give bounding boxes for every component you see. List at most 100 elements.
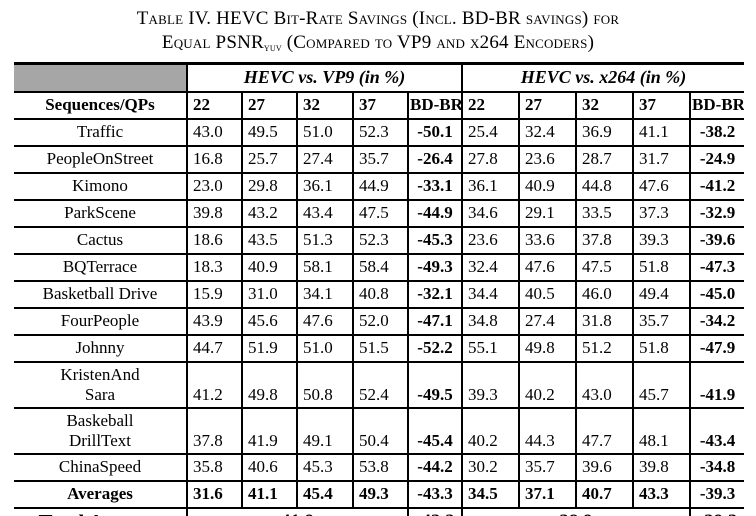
vp9-qp37-cell: 52.0 <box>353 307 409 336</box>
x264-qp22-cell: 40.2 <box>462 407 521 455</box>
x264-qp22-cell: 55.1 <box>462 334 521 363</box>
x264-qp22-cell: 30.2 <box>462 453 521 482</box>
corner-cell <box>14 62 188 93</box>
x264-bdbr-cell: -47.9 <box>690 334 745 363</box>
vp9-qp32-cell: 27.4 <box>297 145 354 174</box>
vp9-bdbr-cell: -44.2 <box>408 453 464 482</box>
x264-qp27-cell: 29.1 <box>519 199 578 228</box>
vp9-qp32-cell: 45.3 <box>297 453 354 482</box>
vp9-qp37-cell: 51.5 <box>353 334 409 363</box>
table-row: Traffic 43.0 49.5 51.0 52.3 -50.1 25.4 3… <box>14 118 745 147</box>
vp9-qp32-cell: 50.8 <box>297 361 354 409</box>
averages-label: Averages <box>14 480 188 509</box>
x264-qp37-cell: 48.1 <box>633 407 692 455</box>
vp9-bdbr-cell: -50.1 <box>408 118 464 147</box>
x264-bdbr-cell: -43.4 <box>690 407 745 455</box>
x264-qp27-cell: 49.8 <box>519 334 578 363</box>
qp-header-vp9-27: 27 <box>242 91 298 120</box>
vp9-qp37-cell: 58.4 <box>353 253 409 282</box>
table-caption: Table IV. HEVC Bit-Rate Savings (Incl. B… <box>0 7 756 57</box>
table-row: Kimono 23.0 29.8 36.1 44.9 -33.1 36.1 40… <box>14 172 745 201</box>
qp-header-x264-32: 32 <box>576 91 635 120</box>
x264-qp37-cell: 47.6 <box>633 172 692 201</box>
x264-qp27-cell: 44.3 <box>519 407 578 455</box>
x264-qp27-cell: 33.6 <box>519 226 578 255</box>
x264-qp22-cell: 34.4 <box>462 280 521 309</box>
vp9-bdbr-cell: -45.3 <box>408 226 464 255</box>
vp9-qp27-cell: 45.6 <box>242 307 298 336</box>
sequence-name-cell: Cactus <box>14 226 188 255</box>
vp9-bdbr-cell: -33.1 <box>408 172 464 201</box>
x264-qp27-cell: 35.7 <box>519 453 578 482</box>
x264-bdbr-cell: -41.9 <box>690 361 745 409</box>
table-row: ChinaSpeed 35.8 40.6 45.3 53.8 -44.2 30.… <box>14 453 745 482</box>
vp9-qp32-cell: 51.3 <box>297 226 354 255</box>
vp9-qp32-cell: 51.0 <box>297 334 354 363</box>
x264-qp27-cell: 27.4 <box>519 307 578 336</box>
averages-x264-bdbr: -39.3 <box>690 480 745 509</box>
table-row: Cactus 18.6 43.5 51.3 52.3 -45.3 23.6 33… <box>14 226 745 255</box>
averages-vp9-bdbr: -43.3 <box>408 480 464 509</box>
vp9-qp27-cell: 40.9 <box>242 253 298 282</box>
sequences-qps-header: Sequences/QPs <box>14 91 188 120</box>
vp9-qp37-cell: 52.4 <box>353 361 409 409</box>
x264-qp32-cell: 31.8 <box>576 307 635 336</box>
bdbr-header-x264: BD-BR <box>690 91 745 120</box>
vp9-bdbr-cell: -49.5 <box>408 361 464 409</box>
averages-x264-qp32: 40.7 <box>576 480 635 509</box>
vp9-qp27-cell: 25.7 <box>242 145 298 174</box>
x264-qp37-cell: 39.8 <box>633 453 692 482</box>
qp-header-x264-27: 27 <box>519 91 578 120</box>
vp9-qp27-cell: 31.0 <box>242 280 298 309</box>
vp9-bdbr-cell: -26.4 <box>408 145 464 174</box>
column-header-row: Sequences/QPs 22 27 32 37 BD-BR 22 27 32… <box>14 91 745 120</box>
vp9-qp22-cell: 35.8 <box>187 453 243 482</box>
sequence-name-cell: ChinaSpeed <box>14 453 188 482</box>
vp9-qp37-cell: 52.3 <box>353 118 409 147</box>
vp9-bdbr-cell: -52.2 <box>408 334 464 363</box>
vp9-qp37-cell: 53.8 <box>353 453 409 482</box>
x264-qp37-cell: 39.3 <box>633 226 692 255</box>
vp9-qp37-cell: 47.5 <box>353 199 409 228</box>
vp9-qp22-cell: 44.7 <box>187 334 243 363</box>
x264-qp32-cell: 37.8 <box>576 226 635 255</box>
vp9-qp27-cell: 43.2 <box>242 199 298 228</box>
qp-header-x264-37: 37 <box>633 91 692 120</box>
total-average-row: Total Average 41.9 -43.3 38.9 -39.3 <box>14 507 745 516</box>
x264-bdbr-cell: -47.3 <box>690 253 745 282</box>
x264-qp27-cell: 23.6 <box>519 145 578 174</box>
x264-qp27-cell: 40.2 <box>519 361 578 409</box>
sequence-name-cell: BQTerrace <box>14 253 188 282</box>
averages-x264-qp27: 37.1 <box>519 480 578 509</box>
x264-qp22-cell: 32.4 <box>462 253 521 282</box>
qp-header-x264-22: 22 <box>462 91 521 120</box>
vp9-qp27-cell: 40.6 <box>242 453 298 482</box>
vp9-qp32-cell: 49.1 <box>297 407 354 455</box>
caption-psnr-subscript: yuv <box>263 42 282 54</box>
x264-qp22-cell: 34.6 <box>462 199 521 228</box>
x264-qp27-cell: 40.9 <box>519 172 578 201</box>
x264-qp32-cell: 28.7 <box>576 145 635 174</box>
sequence-name-cell: ParkScene <box>14 199 188 228</box>
x264-qp32-cell: 47.5 <box>576 253 635 282</box>
vp9-bdbr-cell: -49.3 <box>408 253 464 282</box>
total-average-label: Total Average <box>14 507 188 516</box>
x264-qp22-cell: 25.4 <box>462 118 521 147</box>
vp9-qp32-cell: 51.0 <box>297 118 354 147</box>
x264-qp32-cell: 46.0 <box>576 280 635 309</box>
vp9-qp27-cell: 29.8 <box>242 172 298 201</box>
table-row: Baskeball DrillText 37.8 41.9 49.1 50.4 … <box>14 407 745 455</box>
x264-qp37-cell: 45.7 <box>633 361 692 409</box>
table-row: BQTerrace 18.3 40.9 58.1 58.4 -49.3 32.4… <box>14 253 745 282</box>
x264-qp37-cell: 41.1 <box>633 118 692 147</box>
vp9-qp22-cell: 18.3 <box>187 253 243 282</box>
vp9-bdbr-cell: -44.9 <box>408 199 464 228</box>
vp9-qp22-cell: 43.9 <box>187 307 243 336</box>
vp9-qp22-cell: 39.8 <box>187 199 243 228</box>
x264-bdbr-cell: -32.9 <box>690 199 745 228</box>
x264-qp32-cell: 33.5 <box>576 199 635 228</box>
vp9-qp37-cell: 44.9 <box>353 172 409 201</box>
vp9-qp32-cell: 36.1 <box>297 172 354 201</box>
averages-vp9-qp37: 49.3 <box>353 480 409 509</box>
table-row: PeopleOnStreet 16.8 25.7 27.4 35.7 -26.4… <box>14 145 745 174</box>
